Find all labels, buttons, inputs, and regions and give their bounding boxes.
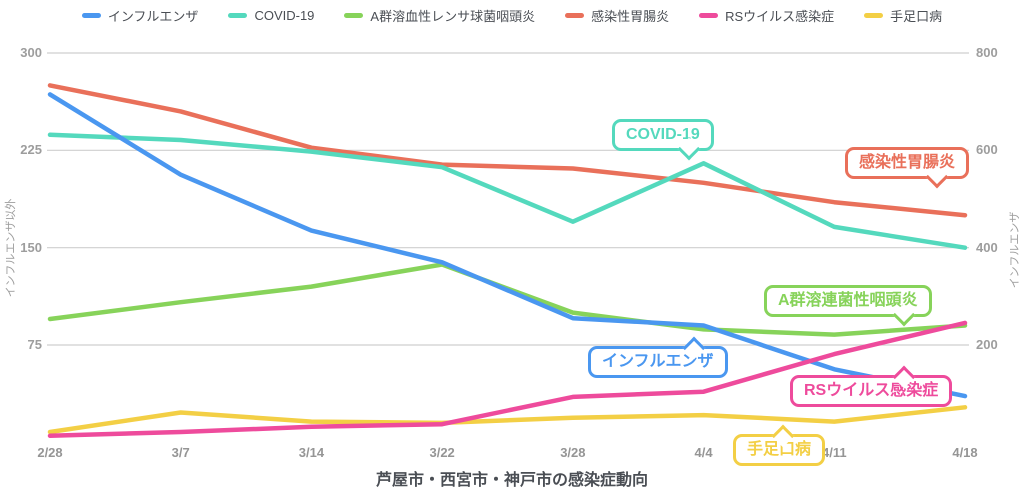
legend-item-label: A群溶血性レンサ球菌咽頭炎 xyxy=(370,8,536,24)
annotation-label: 手足口病 xyxy=(747,441,812,458)
annotation-hfmd: 手足口病 xyxy=(733,424,826,466)
chart-title: 芦屋市・西宮市・神戸市の感染症動向 xyxy=(375,472,648,489)
legend-item-gastroenteritis[interactable]: 感染性胃腸炎 xyxy=(565,6,669,25)
annotation-rsv: RSウイルス感染症 xyxy=(790,365,953,407)
legend-swatch-icon xyxy=(228,12,248,18)
y-axis-left-tick: 300 xyxy=(20,45,42,60)
annotation-strep-a: A群溶連菌性咽頭炎 xyxy=(764,285,932,327)
legend-item-label: 手足口病 xyxy=(890,8,943,24)
y-axis-right-tick: 200 xyxy=(976,337,998,352)
legend-item-label: RSウイルス感染症 xyxy=(725,8,835,24)
line-gastroenteritis xyxy=(47,83,968,218)
legend-item-label: 感染性胃腸炎 xyxy=(591,8,670,24)
x-axis-tick: 4/11 xyxy=(821,445,847,460)
legend-swatch-icon xyxy=(344,12,364,18)
legend-item-label: インフルエンザ xyxy=(107,8,199,24)
y-axis-right-tick: 800 xyxy=(976,45,998,60)
x-axis-tick: 4/18 xyxy=(952,445,978,460)
annotation-label: COVID-19 xyxy=(626,126,700,143)
x-axis-tick: 3/28 xyxy=(560,445,586,460)
annotation-gastroenteritis: 感染性胃腸炎 xyxy=(845,147,970,189)
legend-item-hfmd[interactable]: 手足口病 xyxy=(864,6,942,25)
line-hfmd xyxy=(47,405,968,435)
line-rsv xyxy=(47,320,968,439)
annotation-label: A群溶連菌性咽頭炎 xyxy=(778,292,918,309)
annotation-label: 感染性胃腸炎 xyxy=(859,154,956,171)
annotation-influenza: インフルエンザ xyxy=(588,336,728,378)
chart-legend: インフルエンザ COVID-19 A群溶血性レンサ球菌咽頭炎 感染性胃腸炎 RSウイルス… xyxy=(0,6,1024,24)
legend-swatch-icon xyxy=(81,12,101,18)
x-axis-tick: 3/14 xyxy=(298,445,325,460)
legend-item-label: COVID-19 xyxy=(254,7,315,23)
annotation-label: インフルエンザ xyxy=(602,353,714,370)
legend-swatch-icon xyxy=(864,12,884,18)
x-axis-tick: 3/7 xyxy=(171,445,190,460)
x-axis-tick: 4/4 xyxy=(694,445,713,460)
y-axis-left-tick: 225 xyxy=(20,142,42,158)
y-axis-left-tick: 150 xyxy=(20,239,42,255)
annotation-covid19: COVID-19 xyxy=(612,119,714,161)
line-covid19 xyxy=(47,132,968,250)
legend-item-covid19[interactable]: COVID-19 xyxy=(228,8,314,23)
legend-item-strep-a[interactable]: A群溶血性レンサ球菌咽頭炎 xyxy=(344,6,535,25)
x-axis-tick: 2/28 xyxy=(37,445,63,460)
legend-swatch-icon xyxy=(699,12,719,18)
x-axis-tick: 3/22 xyxy=(429,445,455,460)
legend-item-rsv[interactable]: RSウイルス感染症 xyxy=(699,6,834,25)
y-axis-right-tick: 400 xyxy=(976,239,998,255)
annotation-label: RSウイルス感染症 xyxy=(804,382,939,399)
y-axis-left-tick: 75 xyxy=(27,337,42,352)
legend-item-influenza[interactable]: インフルエンザ xyxy=(81,6,199,25)
y-axis-right-tick: 600 xyxy=(976,142,998,158)
legend-swatch-icon xyxy=(565,12,585,18)
